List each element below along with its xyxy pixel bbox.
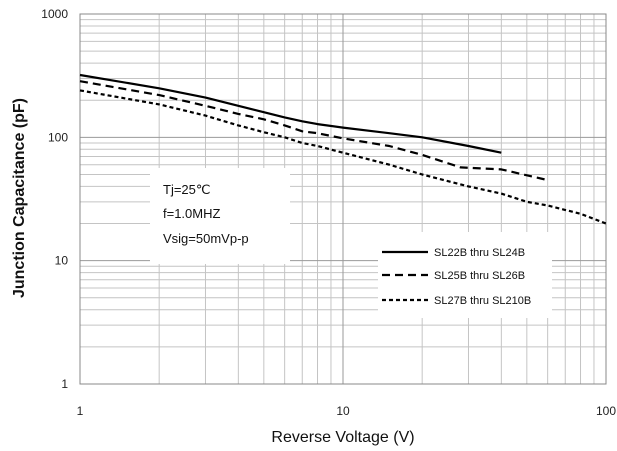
x-tick-label: 10 [336, 404, 350, 418]
legend-label-1: SL22B thru SL24B [434, 247, 525, 259]
x-tick-label: 100 [596, 404, 616, 418]
x-tick-label: 1 [77, 404, 84, 418]
legend: SL22B thru SL24B SL25B thru SL26B SL27B th… [382, 247, 531, 307]
annotation-freq: f=1.0MHZ [163, 206, 220, 221]
y-axis-title: Junction Capacitance (pF) [11, 98, 28, 298]
legend-label-2: SL25B thru SL26B [434, 270, 525, 282]
annotation-vsig: Vsig=50mVp-p [163, 231, 249, 246]
annotation-tj: Tj=25℃ [163, 182, 210, 197]
plot-frame [79, 13, 607, 385]
x-axis-title: Reverse Voltage (V) [271, 429, 414, 446]
series-line-3 [79, 89, 607, 225]
series-layer [79, 73, 607, 225]
y-tick-label: 100 [48, 130, 68, 144]
y-tick-label: 1 [61, 377, 68, 391]
series-line-2 [79, 80, 548, 182]
series-line-1 [79, 73, 502, 154]
legend-label-3: SL27B thru SL210B [434, 295, 531, 307]
conditions-box [150, 168, 290, 264]
y-tick-labels: 1 10 100 1000 [41, 7, 68, 391]
legend-box [378, 232, 552, 318]
y-tick-label: 1000 [41, 7, 68, 21]
y-tick-label: 10 [55, 254, 69, 268]
x-tick-labels: 1 10 100 [77, 404, 617, 418]
